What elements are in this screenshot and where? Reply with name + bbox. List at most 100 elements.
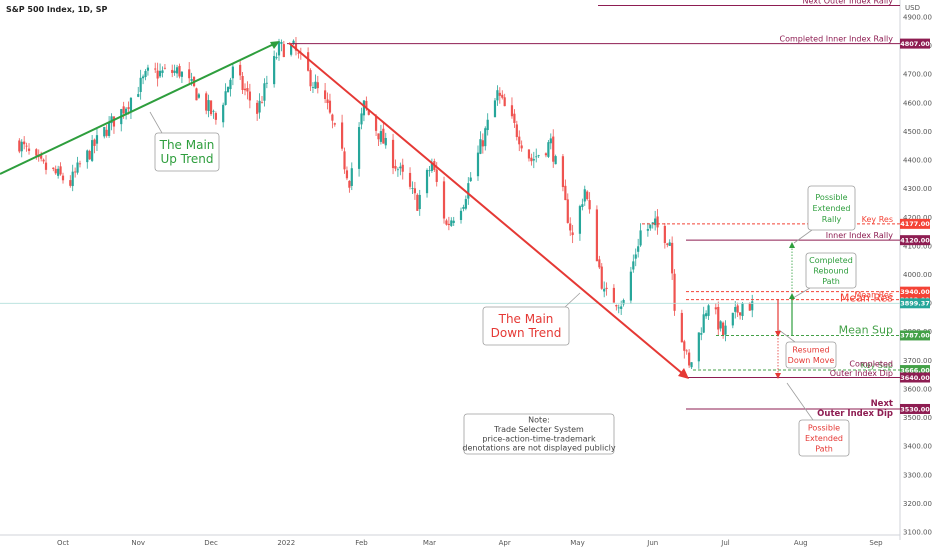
candle-body (214, 113, 217, 120)
candle (178, 63, 181, 79)
candle-body (290, 45, 293, 55)
candle-body (205, 93, 208, 111)
candle (18, 138, 21, 154)
candle-body (224, 91, 227, 105)
price-level-label: Key Res (862, 215, 893, 224)
up-trend-callout-text: The Main (159, 138, 215, 152)
candle-body (314, 81, 317, 89)
candle-body (476, 152, 480, 177)
candle (532, 151, 535, 169)
candle-body (57, 168, 60, 176)
candle (469, 172, 472, 183)
down-trend-callout-text: Down Trend (491, 326, 562, 340)
x-tick-label: Nov (131, 539, 145, 547)
candle-body (112, 116, 116, 127)
price-level: 3530.00 (686, 403, 930, 414)
candle-body (722, 322, 725, 336)
candle (158, 63, 162, 78)
rebound-callout-box (805, 252, 857, 289)
candle-body (144, 71, 147, 78)
candle (27, 143, 31, 155)
candle-body (307, 52, 310, 71)
candle-body (666, 243, 669, 245)
candle (586, 190, 589, 201)
y-tick-label: 3400.00 (903, 443, 932, 451)
candle (598, 255, 601, 270)
candle (651, 222, 654, 229)
y-tick-label: 4700.00 (903, 71, 932, 79)
candle (243, 83, 247, 96)
candle-body (340, 122, 344, 149)
candle-body (396, 169, 400, 171)
rebound-callout-text: Path (822, 277, 840, 286)
extended-rally-callout-box (807, 185, 856, 231)
y-tick-label: 4200.00 (903, 214, 932, 222)
candle-body (178, 65, 181, 77)
candle-body (518, 136, 521, 145)
candle-body (680, 312, 683, 343)
extended-path-callout-box (798, 419, 850, 457)
candle-body (617, 307, 620, 309)
candle (666, 242, 669, 248)
candle (649, 224, 652, 231)
price-level-label: Key Sup (861, 361, 893, 370)
down-trend-arrowhead (678, 368, 689, 379)
candle (214, 111, 217, 125)
candle-body (751, 301, 754, 311)
candle-body (365, 100, 368, 108)
candle-body (197, 94, 201, 98)
candle-body (413, 188, 416, 194)
candle-body (620, 306, 623, 309)
candle (428, 165, 431, 177)
extended-path-callout-text: Possible (808, 423, 840, 432)
candle (581, 198, 584, 211)
y-tick-label: 4900.00 (903, 14, 932, 22)
candle (690, 362, 693, 369)
y-tick-label: 4400.00 (903, 157, 932, 165)
completed-dip-label: Completed (849, 360, 893, 369)
candle (748, 302, 751, 311)
candle-body (103, 126, 106, 137)
candle (452, 216, 455, 226)
candle-body (391, 139, 395, 169)
candle (360, 107, 363, 130)
candle (637, 238, 640, 258)
candle (180, 71, 184, 84)
price-levels: Next Outer Index Rally Completed Inner In… (0, 0, 930, 414)
candle (654, 210, 657, 231)
extended-path-callout-text: Path (815, 444, 833, 453)
candle-body (127, 107, 130, 109)
note-callout: Note:Trade Selecter Systemprice-action-t… (462, 413, 616, 455)
candle-body (411, 188, 414, 189)
extended-path-arrowhead (775, 373, 781, 379)
candle-body (71, 171, 74, 187)
price-tag-bg (900, 330, 930, 341)
candle-body (350, 168, 353, 186)
candle-body (719, 321, 722, 329)
candle-body (552, 136, 555, 162)
candle-body (605, 287, 608, 289)
candle-body (464, 199, 467, 209)
candle (629, 266, 632, 304)
candle-body (399, 166, 402, 169)
candle (668, 239, 671, 246)
candle-body (222, 104, 225, 123)
candle-body (163, 67, 167, 69)
candle-body (493, 100, 497, 118)
candle (396, 167, 400, 177)
candle (239, 59, 242, 81)
candle-body (671, 242, 674, 274)
candle-body (40, 154, 43, 159)
candle-body (328, 100, 332, 113)
candle (486, 113, 489, 136)
candle-body (42, 159, 45, 162)
candle-body (76, 162, 79, 173)
candle (195, 87, 198, 101)
candle (156, 62, 159, 87)
candle-body (212, 110, 215, 112)
candle (416, 193, 419, 212)
candle-body (401, 164, 404, 172)
candle-body (59, 166, 62, 175)
